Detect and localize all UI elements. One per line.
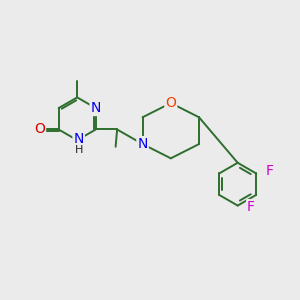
Text: F: F: [266, 164, 274, 178]
Text: N: N: [74, 132, 84, 146]
Text: O: O: [34, 122, 45, 136]
Text: H: H: [74, 145, 83, 155]
Text: N: N: [91, 101, 101, 115]
Text: N: N: [137, 137, 148, 151]
Text: O: O: [165, 96, 176, 110]
Text: F: F: [247, 200, 255, 214]
